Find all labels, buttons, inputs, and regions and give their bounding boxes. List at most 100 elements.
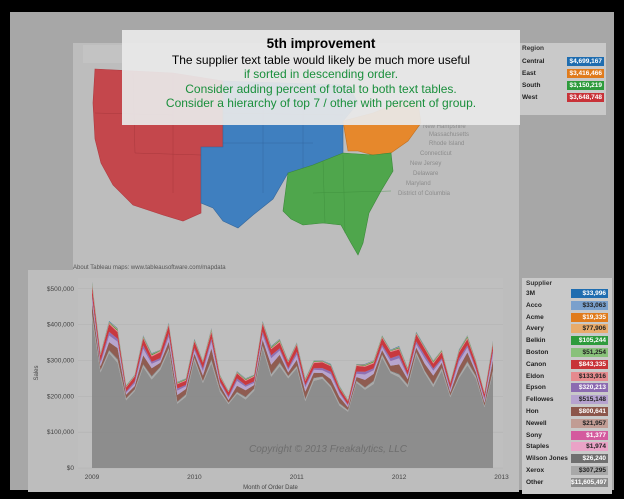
map-attribution[interactable]: About Tableau maps: www.tableausoftware.…: [73, 265, 226, 271]
supplier-legend-name: Eldon: [526, 372, 545, 380]
region-legend-name: East: [522, 70, 536, 77]
state-label: District of Columbia: [398, 191, 451, 197]
state-label: New Hampshire: [423, 124, 466, 130]
supplier-legend-row[interactable]: Hon $800,641: [526, 407, 608, 417]
supplier-legend-value: $320,213: [571, 383, 608, 393]
supplier-legend-name: Canon: [526, 360, 547, 368]
region-legend-name: Central: [522, 58, 545, 65]
state-label: Massachusetts: [429, 132, 470, 138]
region-legend-row[interactable]: West $3,648,748: [522, 93, 604, 103]
copyright-text: Copyright © 2013 Freakalytics, LLC: [249, 444, 408, 455]
supplier-legend-name: Other: [526, 478, 544, 486]
state-label: Maryland: [406, 181, 431, 187]
region-legend-row[interactable]: Central $4,699,167: [522, 57, 604, 67]
x-tick-label: 2010: [187, 474, 202, 481]
x-tick-label: 2009: [85, 474, 100, 481]
region-legend-value: $4,699,167: [567, 57, 604, 66]
y-tick-label: $400,000: [47, 322, 74, 329]
area-series-other: [92, 318, 493, 468]
x-axis-label: Month of Order Date: [243, 485, 298, 491]
supplier-legend-row[interactable]: Xerox $307,295: [526, 466, 608, 476]
y-tick-label: $200,000: [47, 393, 74, 400]
supplier-legend-row[interactable]: Staples $1,974: [526, 442, 608, 452]
supplier-legend-value: $51,254: [571, 348, 608, 357]
supplier-legend-value: $77,906: [571, 324, 608, 334]
supplier-legend-row[interactable]: Canon $843,335: [526, 359, 608, 370]
y-tick-label: $500,000: [47, 286, 74, 293]
overlay-heading: 5th improvement: [266, 36, 376, 51]
supplier-legend-value: $19,335: [571, 312, 608, 322]
supplier-legend-name: 3M: [526, 290, 536, 297]
x-tick-label: 2011: [290, 474, 304, 481]
x-tick-label: 2013: [494, 474, 509, 481]
y-tick-label: $0: [67, 465, 75, 472]
region-legend-row[interactable]: East $3,416,466: [522, 69, 604, 79]
supplier-legend-value: $105,244: [571, 336, 608, 346]
supplier-legend-row[interactable]: Avery $77,906: [526, 324, 608, 334]
region-legend-value: $3,150,219: [567, 81, 604, 90]
y-tick-label: $100,000: [47, 429, 74, 436]
region-legend-name: South: [522, 82, 541, 89]
state-label: Delaware: [413, 171, 439, 177]
supplier-legend-row[interactable]: Other $11,605,497: [526, 477, 608, 488]
supplier-legend-value: $33,063: [571, 300, 608, 310]
supplier-legend-value: $21,957: [571, 418, 608, 428]
y-axis-label: Sales: [34, 365, 40, 380]
supplier-legend-value: $11,605,497: [571, 477, 608, 487]
supplier-legend-row[interactable]: Fellowes $515,148: [526, 395, 608, 405]
supplier-legend-value: $843,335: [571, 359, 608, 369]
x-tick-label: 2012: [392, 474, 407, 481]
overlay-line-4: Consider a hierarchy of top 7 / other wi…: [165, 96, 477, 110]
supplier-legend-name: Sony: [526, 431, 542, 439]
supplier-legend-name: Hon: [526, 408, 539, 415]
state-label: Rhode Island: [429, 141, 465, 147]
supplier-legend-name: Epson: [526, 384, 546, 392]
supplier-legend-name: Wilson Jones: [526, 455, 568, 463]
supplier-legend-value: $1,974: [571, 442, 608, 452]
supplier-legend-row[interactable]: Boston $51,254: [526, 348, 608, 358]
area-chart-svg: $0 $100,000 $200,000 $300,000 $400,000 $500,0…: [34, 278, 509, 491]
supplier-legend-title: Supplier: [526, 280, 553, 287]
supplier-legend-row[interactable]: Wilson Jones $26,240: [526, 454, 608, 464]
supplier-legend-name: Acme: [526, 313, 544, 321]
improvement-overlay: 5th improvement The supplier text table …: [122, 30, 520, 125]
supplier-legend-row[interactable]: Epson $320,213: [526, 383, 608, 393]
state-label: New Jersey: [410, 161, 442, 167]
region-legend-title: Region: [522, 45, 545, 52]
supplier-legend-value: $307,295: [571, 466, 608, 475]
region-legend-name: West: [522, 94, 538, 101]
supplier-legend-name: Belkin: [526, 337, 546, 345]
y-tick-label: $300,000: [47, 357, 74, 364]
supplier-legend-name: Avery: [526, 325, 544, 333]
supplier-legend-value: $26,240: [571, 454, 608, 464]
supplier-legend-name: Fellowes: [526, 396, 554, 404]
overlay-line-2: if sorted in descending order.: [243, 67, 399, 81]
supplier-legend-row[interactable]: Sony $1,377: [526, 430, 608, 441]
supplier-legend: Supplier 3M $33,996 Acco $33,063 Acme $19,335…: [522, 278, 612, 494]
supplier-legend-name: Acco: [526, 301, 542, 309]
region-south: [282, 152, 394, 256]
supplier-legend-row[interactable]: Newell $21,957: [526, 418, 608, 429]
supplier-legend-name: Boston: [526, 349, 549, 356]
overlay-line-1: The supplier text table would likely be …: [171, 53, 471, 67]
supplier-legend-row[interactable]: Acme $19,335: [526, 312, 608, 323]
supplier-legend-value: $33,996: [571, 289, 608, 298]
supplier-legend-row[interactable]: 3M $33,996: [526, 289, 608, 299]
dashboard-frame: New Hampshire Massachusetts Rhode Island…: [10, 12, 614, 494]
region-legend-row[interactable]: South $3,150,219: [522, 81, 604, 91]
region-legend-value: $3,648,748: [567, 93, 604, 102]
supplier-legend-value: $800,641: [571, 407, 608, 416]
overlay-line-3: Consider adding percent of total to both…: [185, 81, 457, 96]
supplier-legend-name: Staples: [526, 443, 550, 451]
supplier-legend-row[interactable]: Eldon $133,916: [526, 371, 608, 382]
supplier-legend-name: Newell: [526, 419, 547, 427]
supplier-legend-name: Xerox: [526, 467, 545, 474]
sales-area-chart[interactable]: $0 $100,000 $200,000 $300,000 $400,000 $500,0…: [28, 270, 519, 492]
supplier-legend-value: $1,377: [571, 430, 608, 440]
state-label: Connecticut: [420, 151, 452, 157]
supplier-legend-row[interactable]: Belkin $105,244: [526, 336, 608, 346]
region-legend: Region Central $4,699,167 East $3,416,466 So…: [518, 43, 606, 115]
supplier-legend-row[interactable]: Acco $33,063: [526, 300, 608, 311]
supplier-legend-value: $133,916: [571, 371, 608, 381]
supplier-legend-value: $515,148: [571, 395, 608, 405]
